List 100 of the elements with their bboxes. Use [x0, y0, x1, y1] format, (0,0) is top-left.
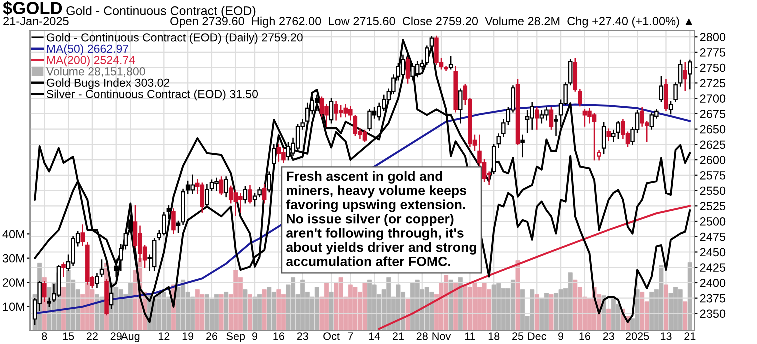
candlestick — [496, 134, 502, 148]
x-tick-label: Aug — [121, 332, 140, 342]
legend-label: MA(200) 2524.74 — [47, 56, 136, 67]
candlestick — [224, 176, 228, 198]
y-tick-label: 2400 — [700, 279, 726, 288]
candlestick — [568, 59, 573, 86]
x-tick-label: 8 — [42, 332, 48, 340]
candlestick — [664, 80, 668, 112]
x-tick-label: 23 — [603, 332, 614, 340]
x-tick-label: 22 — [86, 332, 98, 340]
candlestick — [458, 88, 463, 124]
annotation: Fresh ascent in gold and miners, heavy volume keeps favoring upswing extension. No issue silver (or copper) aren't following through, it's about yields driver and strong accumulation after FOMC. — [286, 171, 476, 266]
bar — [516, 260, 520, 331]
x-tick-label: Sep — [226, 332, 246, 342]
y2-tick-label: 40M — [2, 230, 24, 239]
x-tick-label: 13 — [661, 332, 672, 340]
y-tick-label: 2450 — [700, 248, 726, 257]
y-tick-label: 2650 — [700, 125, 726, 134]
y-tick-label: 2725 — [700, 79, 726, 88]
bar — [224, 292, 229, 331]
bar — [549, 294, 554, 331]
x-tick-label: 19 — [182, 332, 194, 340]
x-tick-label: Dec — [528, 332, 546, 340]
candlestick — [329, 98, 334, 124]
y-tick-label: 2375 — [700, 294, 726, 303]
candlestick — [258, 187, 262, 198]
candlestick — [119, 244, 124, 272]
candlestick — [124, 230, 128, 250]
candlestick — [520, 134, 525, 158]
bar — [243, 290, 248, 331]
candlestick — [172, 208, 176, 234]
candlestick — [554, 115, 558, 136]
x-tick-label: 26 — [206, 332, 218, 340]
candlestick — [606, 128, 611, 141]
y-tick-label: 2675 — [700, 110, 726, 118]
candlestick — [602, 122, 606, 155]
x-tick-label: 25 — [512, 332, 524, 340]
x-tick-label: 16 — [274, 332, 284, 340]
candlestick — [176, 220, 181, 234]
candlestick — [95, 273, 100, 289]
x-tick-label: 15 — [63, 332, 74, 340]
candlestick — [535, 107, 540, 130]
candlestick — [114, 260, 118, 278]
y-tick-label: 2625 — [700, 140, 726, 150]
bar — [329, 292, 334, 331]
x-tick-label: 2025 — [626, 332, 650, 340]
bar — [248, 294, 252, 331]
y-tick-label: 2350 — [700, 310, 726, 318]
candlestick — [252, 193, 258, 207]
candlestick — [406, 57, 410, 84]
candlestick — [262, 184, 267, 204]
legend-label: MA(50) 2662.97 — [47, 44, 129, 56]
candlestick — [243, 186, 248, 204]
candlestick — [683, 62, 688, 92]
text: 21-Jan-2025 — [4, 17, 69, 26]
x-tick-label: 9 — [252, 332, 258, 340]
bar — [262, 290, 267, 331]
candlestick — [616, 121, 621, 140]
y2-tick-label: 10M — [3, 302, 24, 312]
y2-tick-label: 20M — [3, 278, 24, 287]
x-tick-label: 18 — [488, 332, 500, 340]
bar — [606, 308, 612, 331]
candlestick — [597, 150, 602, 161]
y-tick-label: 2475 — [700, 232, 726, 242]
bar — [534, 294, 540, 331]
x-tick-label: 14 — [369, 332, 380, 340]
candlestick — [62, 262, 66, 278]
bar — [406, 299, 410, 331]
x-tick-label: 21 — [392, 332, 404, 340]
x-tick-label: 11 — [465, 332, 476, 340]
legend-label: Gold - Continuous Contract (EOD) (Daily) 2759.20 — [47, 33, 303, 44]
x-tick-label: Oct — [324, 332, 340, 340]
chart-subtitle: Gold - Continuous Contract (EOD) — [66, 6, 256, 18]
candlestick — [267, 172, 272, 193]
candlestick — [549, 107, 554, 130]
candlestick — [166, 206, 172, 220]
bar — [664, 284, 668, 331]
x-tick-label: 9 — [558, 332, 564, 340]
y-tick-label: 2700 — [700, 94, 726, 103]
y-tick-label: 2775 — [700, 48, 726, 57]
candlestick — [272, 144, 276, 170]
chart-title: $GOLD — [3, 1, 62, 16]
candlestick — [688, 60, 692, 90]
candlestick — [80, 224, 86, 246]
bar — [62, 287, 66, 331]
text: Open 2739.60 High 2762.00 Low 2715.60 Close 2759.20 Volume 28.2M Chg +27.40 (+1.00%) ▲ — [170, 16, 693, 28]
y-tick-label: 2550 — [700, 186, 726, 196]
x-tick-label: 29 — [110, 332, 122, 340]
candlestick — [578, 89, 582, 107]
y-tick-label: 2575 — [700, 171, 726, 180]
x-tick-label: 23 — [297, 332, 308, 340]
legend-label: Volume 28,151,800 — [46, 67, 146, 78]
candlestick — [502, 119, 506, 138]
candlestick — [248, 185, 252, 204]
x-tick-label: 21 — [684, 332, 696, 340]
candlestick — [128, 214, 133, 232]
x-tick-label: 28 — [416, 332, 428, 340]
candlestick — [219, 176, 224, 196]
y-tick-label: 2425 — [700, 264, 726, 272]
candlestick — [100, 260, 104, 278]
